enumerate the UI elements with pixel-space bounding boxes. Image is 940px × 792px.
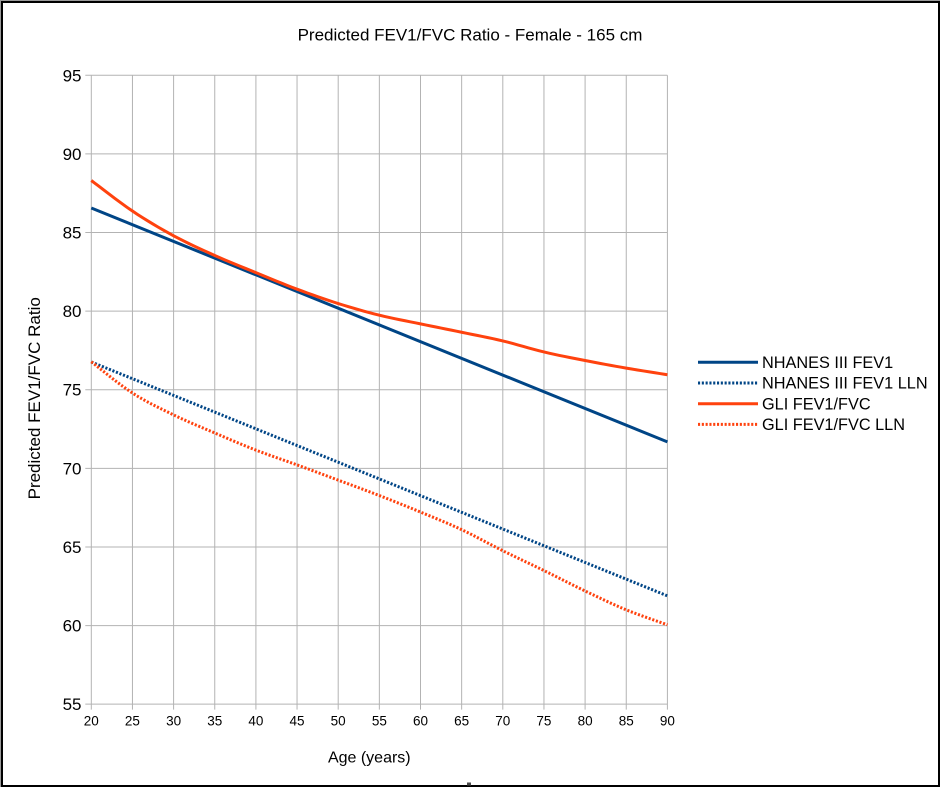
svg-text:95: 95 — [63, 66, 82, 85]
svg-text:75: 75 — [63, 381, 82, 400]
svg-text:35: 35 — [207, 713, 222, 728]
svg-text:20: 20 — [84, 713, 99, 728]
svg-text:NHANES III FEV1: NHANES III FEV1 — [762, 354, 893, 372]
svg-text:65: 65 — [63, 538, 82, 557]
svg-text:65: 65 — [454, 713, 469, 728]
svg-text:Predicted FEV1/FVC Ratio - Fem: Predicted FEV1/FVC Ratio - Female - 165 … — [298, 26, 643, 45]
svg-text:75: 75 — [536, 713, 551, 728]
svg-text:90: 90 — [63, 145, 82, 164]
svg-text:Age (years): Age (years) — [328, 749, 411, 766]
svg-text:70: 70 — [495, 713, 510, 728]
svg-text:GLI FEV1/FVC LLN: GLI FEV1/FVC LLN — [762, 416, 905, 434]
svg-text:GLI FEV1/FVC: GLI FEV1/FVC — [762, 395, 871, 413]
svg-text:60: 60 — [413, 713, 428, 728]
svg-text:55: 55 — [372, 713, 387, 728]
svg-text:85: 85 — [63, 224, 82, 243]
svg-text:80: 80 — [63, 302, 82, 321]
svg-text:60: 60 — [63, 617, 82, 636]
svg-text:85: 85 — [619, 713, 634, 728]
svg-text:80: 80 — [578, 713, 593, 728]
svg-text:25: 25 — [125, 713, 140, 728]
svg-text:55: 55 — [63, 695, 82, 714]
svg-text:NHANES III FEV1 LLN: NHANES III FEV1 LLN — [762, 375, 928, 393]
svg-text:Predicted FEV1/FVC Ratio: Predicted FEV1/FVC Ratio — [25, 297, 44, 499]
svg-text:40: 40 — [248, 713, 263, 728]
svg-text:70: 70 — [63, 459, 82, 478]
svg-text:90: 90 — [660, 713, 675, 728]
svg-text:50: 50 — [331, 713, 346, 728]
svg-text:30: 30 — [166, 713, 181, 728]
svg-text:45: 45 — [290, 713, 305, 728]
